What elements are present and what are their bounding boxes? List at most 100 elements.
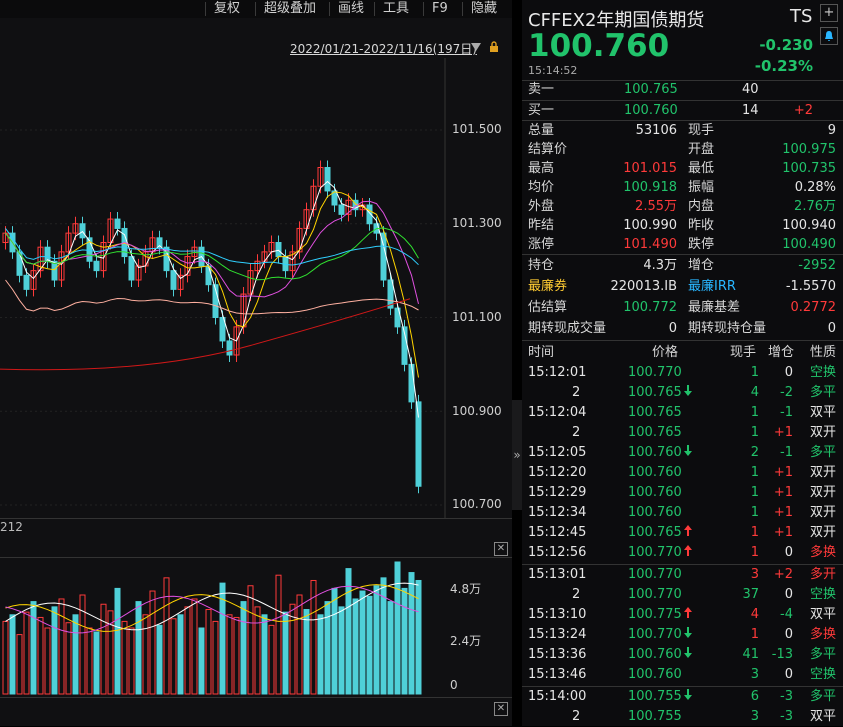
stat-value: -2952 bbox=[798, 258, 836, 273]
volume-bar bbox=[86, 627, 93, 695]
tick-volume: 37 bbox=[742, 587, 759, 602]
stat-value: 100.918 bbox=[623, 180, 677, 195]
candle bbox=[226, 333, 233, 363]
tick-type: 多平 bbox=[810, 689, 837, 704]
volume-bar bbox=[261, 614, 268, 695]
price-axis-label: 101.500 bbox=[452, 122, 502, 136]
stat-row: 持仓 4.3万 增仓 -2952 bbox=[522, 256, 843, 275]
tick-time: 2 bbox=[572, 385, 581, 400]
tick-row: 15:12:20 100.760 1 +1 双开 bbox=[522, 463, 843, 483]
bell-icon[interactable] bbox=[820, 27, 838, 45]
volume-bar bbox=[310, 579, 317, 695]
candle bbox=[282, 249, 289, 278]
stat-value: 4.3万 bbox=[643, 258, 677, 273]
volume-bar bbox=[16, 634, 23, 695]
arrow-down-icon bbox=[684, 443, 692, 463]
volume-bar bbox=[282, 611, 289, 695]
toolbar-button[interactable]: 画线 bbox=[338, 1, 365, 16]
tick-price: 100.760 bbox=[628, 647, 682, 662]
tick-oi-change: -3 bbox=[780, 709, 793, 724]
dropdown-triangle-icon[interactable] bbox=[470, 41, 482, 53]
toolbar-separator bbox=[423, 2, 424, 16]
volume-bar bbox=[254, 606, 261, 695]
ask-row: 卖一 100.765 40 bbox=[522, 80, 843, 99]
tick-time: 2 bbox=[572, 709, 581, 724]
volume-bar bbox=[380, 577, 387, 695]
tick-price: 100.770 bbox=[628, 627, 682, 642]
stat-value: 100.940 bbox=[782, 218, 836, 233]
close-indicator-icon[interactable]: ✕ bbox=[494, 542, 508, 556]
ticks-header: 时间 价格 现手 增仓 性质 bbox=[522, 343, 843, 363]
volume-bar bbox=[394, 561, 401, 695]
tick-oi-change: 0 bbox=[784, 545, 793, 560]
contract-code: TS bbox=[790, 6, 813, 27]
volume-bar bbox=[345, 568, 352, 695]
volume-bar bbox=[415, 579, 422, 695]
tick-time: 15:12:01 bbox=[528, 365, 587, 380]
candle bbox=[310, 179, 317, 217]
add-icon[interactable]: + bbox=[820, 4, 838, 22]
stat-label: 振幅 bbox=[688, 180, 715, 195]
stat-row: 最高 101.015 最低 100.735 bbox=[522, 159, 843, 178]
tick-volume: 1 bbox=[750, 405, 759, 420]
volume-bar bbox=[366, 595, 373, 695]
change-percent: -0.23% bbox=[754, 57, 813, 75]
arrow-down-icon bbox=[684, 645, 692, 665]
volume-bar bbox=[121, 620, 128, 695]
candle bbox=[268, 235, 275, 259]
moving-average-line bbox=[5, 279, 419, 315]
tick-oi-change: -2 bbox=[780, 385, 793, 400]
tick-volume: 6 bbox=[750, 689, 759, 704]
volume-bar bbox=[2, 620, 9, 695]
tick-time: 15:13:46 bbox=[528, 667, 587, 682]
date-range-label[interactable]: 2022/01/21-2022/11/16(197日) bbox=[290, 42, 477, 56]
tick-oi-change: 0 bbox=[784, 627, 793, 642]
tick-time: 15:13:01 bbox=[528, 567, 587, 582]
tick-type: 多平 bbox=[810, 647, 837, 662]
tick-volume: 1 bbox=[750, 505, 759, 520]
stat-value: 0.2772 bbox=[790, 300, 837, 315]
collapse-panel-button[interactable]: » bbox=[512, 400, 522, 510]
bid-row: 买一 100.760 14 +2 bbox=[522, 101, 843, 120]
volume-bar bbox=[79, 594, 86, 695]
ask-volume: 40 bbox=[742, 82, 759, 97]
tick-oi-change: 0 bbox=[784, 667, 793, 682]
volume-bar bbox=[100, 603, 107, 695]
candle bbox=[58, 244, 65, 288]
tick-row: 15:13:36 100.760 41 -13 多平 bbox=[522, 645, 843, 665]
volume-bar bbox=[324, 601, 331, 695]
tick-row: 15:12:45 100.765 1 +1 双开 bbox=[522, 523, 843, 543]
tick-row: 15:13:01 100.770 3 +2 多开 bbox=[522, 565, 843, 585]
candle bbox=[135, 258, 142, 288]
tick-price: 100.770 bbox=[628, 545, 682, 560]
stat-value: 101.490 bbox=[623, 237, 677, 252]
tick-row: 15:13:46 100.760 3 0 空换 bbox=[522, 665, 843, 685]
close-indicator-icon[interactable]: ✕ bbox=[494, 702, 508, 716]
chart-panel: 复权 超级叠加 画线 工具 F9 隐藏 2022/01/21-2022/11/16(197… bbox=[0, 0, 512, 726]
volume-bar bbox=[387, 601, 394, 695]
volume-bar bbox=[268, 624, 275, 695]
tick-oi-change: 0 bbox=[784, 587, 793, 602]
tick-price: 100.765 bbox=[628, 385, 682, 400]
chart-divider bbox=[0, 518, 512, 519]
stat-label: 昨收 bbox=[688, 218, 715, 233]
toolbar-button[interactable]: 超级叠加 bbox=[264, 1, 317, 16]
candle bbox=[177, 268, 184, 297]
stat-value: 9 bbox=[827, 123, 836, 138]
tick-price: 100.765 bbox=[628, 405, 682, 420]
tick-volume: 3 bbox=[750, 567, 759, 582]
toolbar-button[interactable]: 隐藏 bbox=[471, 1, 498, 16]
candle bbox=[254, 254, 261, 278]
stat-row: 最廉券 220013.IB 最廉IRR -1.5570 bbox=[522, 277, 843, 296]
contract-title: CFFEX2年期国债期货 bbox=[528, 10, 705, 31]
toolbar-button[interactable]: 工具 bbox=[383, 1, 410, 16]
stat-label: 估结算 bbox=[528, 300, 568, 315]
lock-icon[interactable] bbox=[488, 41, 500, 53]
tick-volume: 41 bbox=[742, 647, 759, 662]
tick-price: 100.760 bbox=[628, 485, 682, 500]
volume-bar bbox=[331, 587, 338, 695]
toolbar-button[interactable]: F9 bbox=[432, 1, 448, 16]
chart-divider bbox=[0, 697, 512, 698]
tick-type: 多开 bbox=[810, 567, 837, 582]
toolbar-button[interactable]: 复权 bbox=[214, 1, 241, 16]
